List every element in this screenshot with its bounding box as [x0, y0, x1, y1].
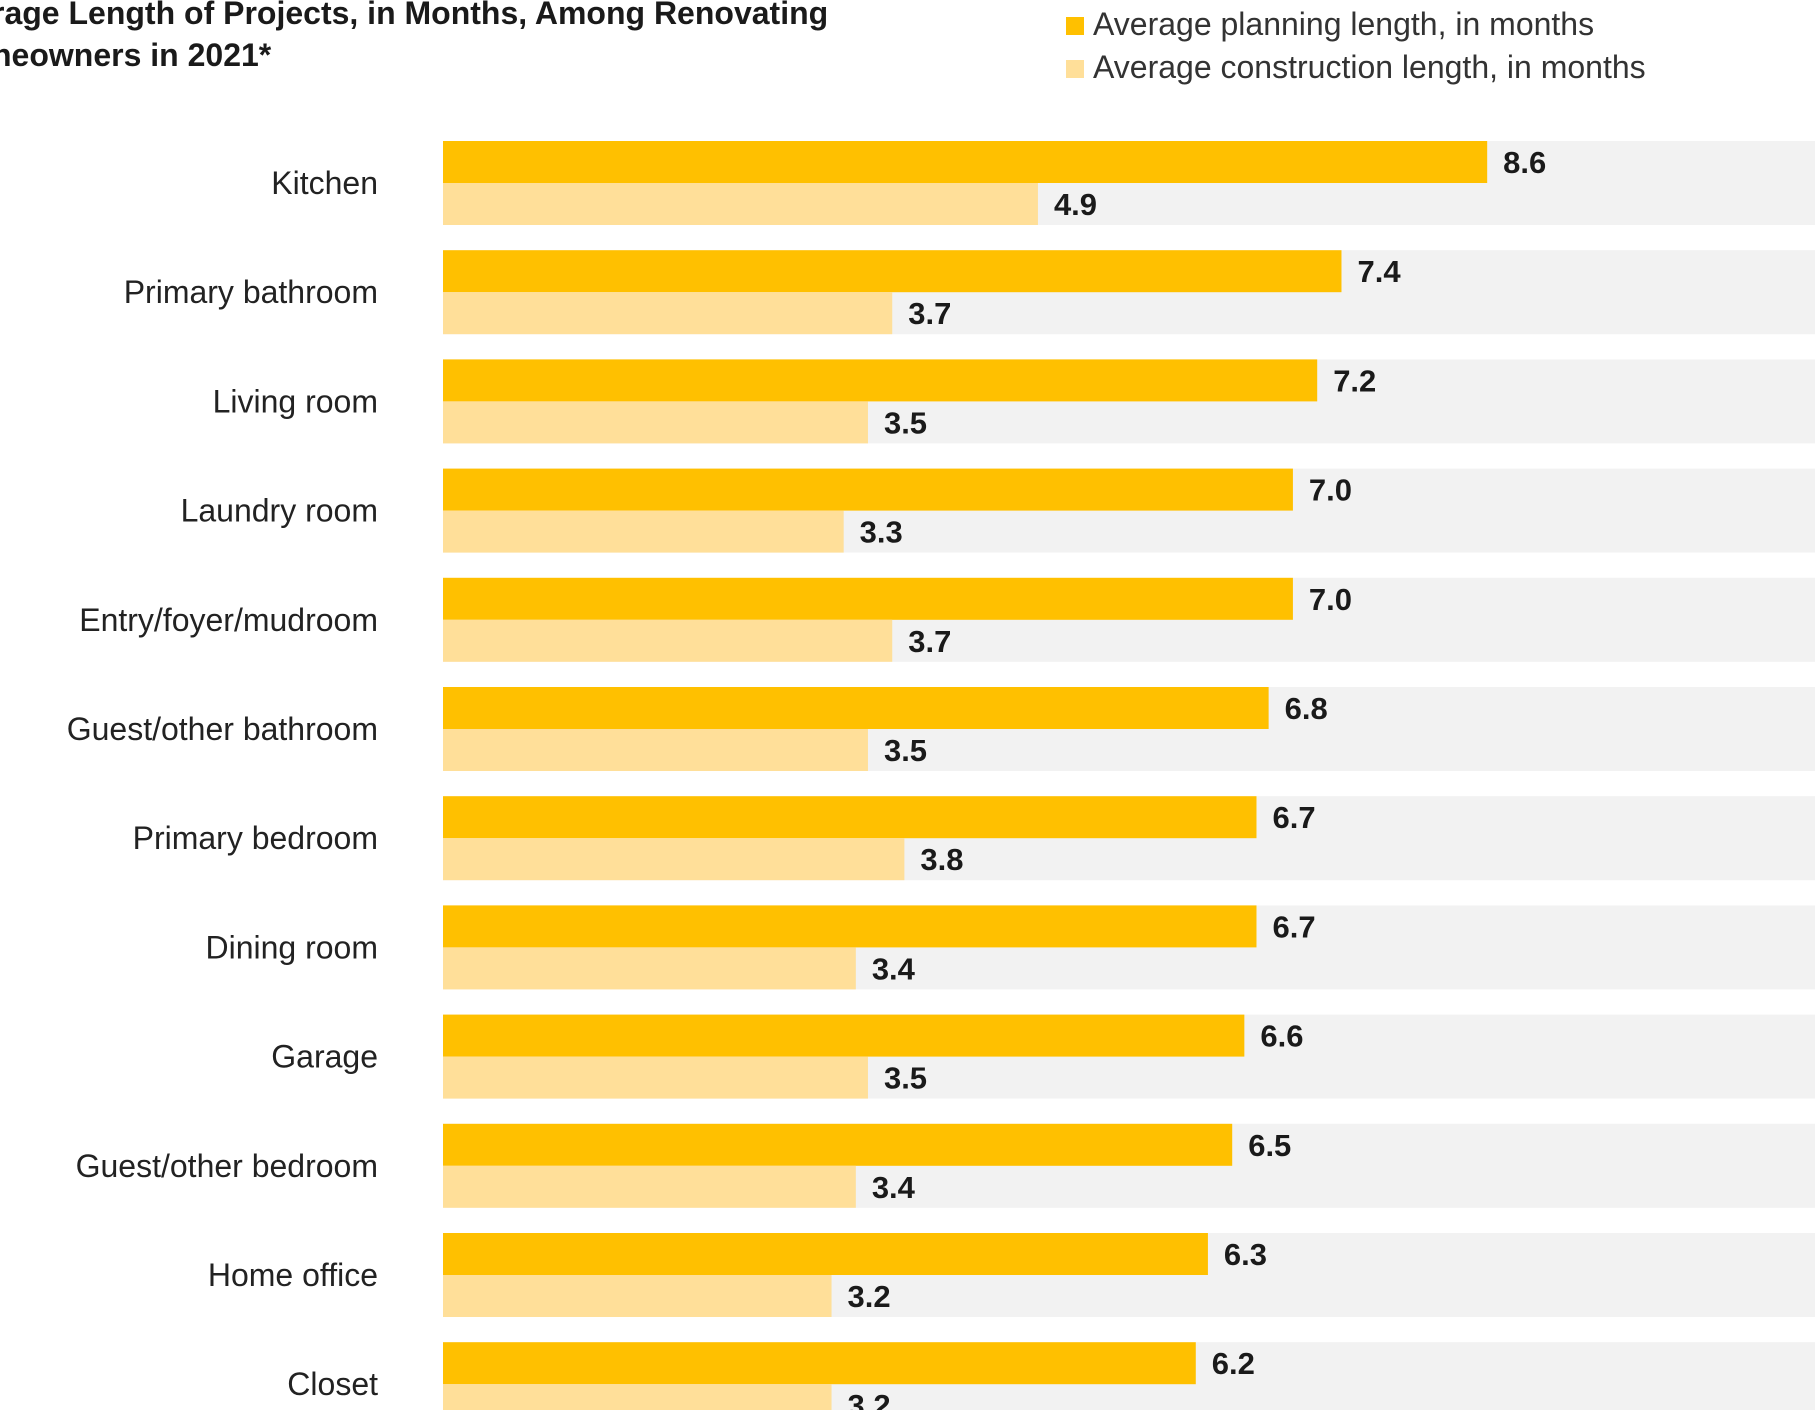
- bar-construction: [443, 1275, 832, 1317]
- bar-construction: [443, 183, 1038, 225]
- bar-construction: [443, 947, 856, 990]
- bar-construction: [443, 401, 868, 444]
- bar-planning: [443, 359, 1318, 402]
- value-label-planning: 7.0: [1309, 582, 1352, 617]
- bar-planning: [443, 250, 1342, 293]
- category-label: Entry/foyer/mudroom: [79, 602, 378, 638]
- category-label: Guest/other bedroom: [76, 1148, 378, 1184]
- category-label: Primary bedroom: [133, 820, 378, 856]
- value-label-construction: 3.2: [848, 1388, 891, 1410]
- value-label-planning: 7.4: [1357, 254, 1401, 289]
- bar-planning: [443, 687, 1269, 729]
- category-label: Living room: [213, 383, 378, 419]
- bar-planning: [443, 1014, 1245, 1057]
- category-label: Kitchen: [271, 165, 378, 201]
- value-label-planning: 7.0: [1309, 473, 1352, 508]
- chart-title-line-1: rage Length of Projects, in Months, Amon…: [0, 0, 828, 31]
- value-label-planning: 6.5: [1248, 1128, 1291, 1163]
- chart-title: rage Length of Projects, in Months, Amon…: [0, 0, 828, 73]
- value-label-planning: 6.3: [1224, 1237, 1267, 1272]
- value-label-planning: 6.7: [1272, 800, 1315, 835]
- category-row: Entry/foyer/mudroom 7.0 3.7: [79, 577, 1815, 662]
- bar-construction: [443, 1165, 856, 1208]
- category-row: Home office 6.3 3.2: [208, 1233, 1815, 1317]
- value-label-construction: 3.4: [872, 951, 916, 986]
- category-label: Laundry room: [181, 493, 378, 529]
- value-label-planning: 6.7: [1272, 909, 1315, 944]
- value-label-planning: 7.2: [1333, 363, 1376, 398]
- bar-construction: [443, 729, 868, 771]
- value-label-construction: 3.8: [920, 842, 963, 877]
- value-label-construction: 3.7: [908, 296, 951, 331]
- legend-swatch-1: [1066, 17, 1084, 35]
- value-label-construction: 3.5: [884, 405, 927, 440]
- value-label-planning: 6.8: [1285, 691, 1328, 726]
- bar-planning: [443, 577, 1293, 620]
- bar-planning: [443, 1342, 1196, 1385]
- bar-construction: [443, 838, 905, 881]
- value-label-construction: 3.5: [884, 1061, 927, 1096]
- value-label-planning: 6.6: [1260, 1019, 1303, 1054]
- category-label: Garage: [271, 1039, 378, 1075]
- value-label-construction: 3.3: [860, 515, 903, 550]
- category-row: Primary bedroom 6.7 3.8: [133, 796, 1815, 881]
- bar-planning: [443, 905, 1257, 948]
- bar-construction: [443, 292, 893, 335]
- chart-title-line-2: neowners in 2021*: [0, 37, 272, 73]
- bar-planning: [443, 141, 1488, 183]
- category-row: Living room 7.2 3.5: [213, 359, 1815, 444]
- legend-swatch-2: [1066, 60, 1084, 78]
- category-label: Closet: [287, 1366, 378, 1402]
- bar-construction: [443, 1384, 832, 1410]
- category-row: Guest/other bathroom 6.8 3.5: [67, 687, 1815, 771]
- value-label-construction: 4.9: [1054, 187, 1097, 222]
- value-label-construction: 3.4: [872, 1170, 916, 1205]
- legend-label-1: Average planning length, in months: [1093, 6, 1594, 42]
- value-label-planning: 8.6: [1503, 145, 1546, 180]
- legend-label-2: Average construction length, in months: [1093, 49, 1646, 85]
- value-label-planning: 6.2: [1212, 1346, 1255, 1381]
- value-label-construction: 3.2: [848, 1279, 891, 1314]
- category-row: Garage 6.6 3.5: [271, 1014, 1815, 1099]
- category-row: Primary bathroom 7.4 3.7: [124, 250, 1815, 335]
- category-row: Closet 6.2 3.2: [287, 1342, 1815, 1410]
- bar-planning: [443, 796, 1257, 839]
- bar-planning: [443, 468, 1293, 511]
- value-label-construction: 3.5: [884, 733, 927, 768]
- category-label: Dining room: [205, 929, 378, 965]
- bar-planning: [443, 1123, 1233, 1166]
- category-row: Laundry room 7.0 3.3: [181, 468, 1815, 553]
- category-row: Kitchen 8.6 4.9: [271, 141, 1815, 225]
- category-label: Primary bathroom: [124, 274, 378, 310]
- category-row: Guest/other bedroom 6.5 3.4: [76, 1123, 1815, 1208]
- category-label: Home office: [208, 1257, 378, 1293]
- legend: Average planning length, in months Averag…: [1066, 6, 1646, 85]
- bar-construction: [443, 619, 893, 662]
- bar-construction: [443, 510, 844, 553]
- plot-area: Kitchen 8.6 4.9 Primary bathroom 7.4 3.7 Livin…: [67, 141, 1815, 1410]
- category-row: Dining room 6.7 3.4: [205, 905, 1815, 990]
- value-label-construction: 3.7: [908, 624, 951, 659]
- category-label: Guest/other bathroom: [67, 711, 378, 747]
- bar-construction: [443, 1056, 868, 1099]
- bar-planning: [443, 1233, 1208, 1275]
